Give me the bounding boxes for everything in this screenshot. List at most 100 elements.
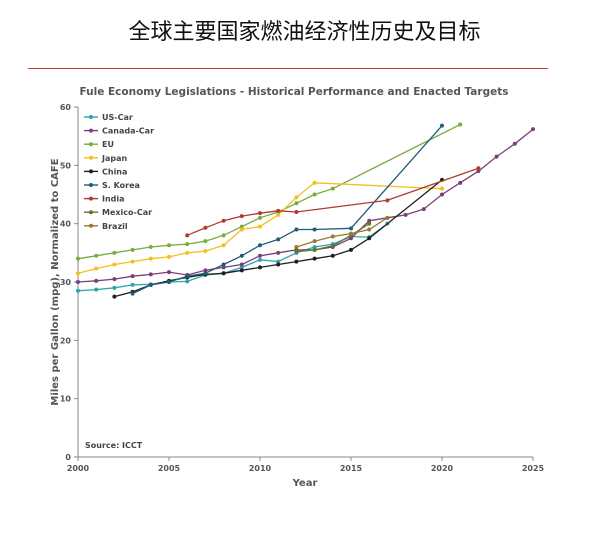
legend-label: India: [102, 195, 125, 204]
data-point: [94, 287, 99, 292]
data-point: [494, 154, 499, 159]
data-point: [512, 141, 517, 146]
chart-title: Fule Economy Legislations - Historical P…: [80, 86, 509, 98]
data-point: [112, 277, 117, 282]
data-point: [258, 243, 262, 248]
data-point: [258, 211, 262, 216]
data-point: [221, 265, 226, 270]
chart-legend: US-Car Canada-Car EU Japan China S. Korea Indi…: [84, 113, 154, 231]
legend-item-mexico-car: Mexico-Car: [84, 208, 152, 217]
data-point: [403, 212, 408, 217]
legend-marker: [89, 142, 93, 147]
y-tick-label: 10: [60, 395, 72, 404]
data-point: [312, 239, 317, 244]
legend-item-us-car: US-Car: [84, 113, 133, 122]
y-axis-label: Miles per Gallon (mpg), Normalized to CA…: [50, 158, 61, 405]
legend-item-india: India: [84, 195, 125, 204]
data-point: [312, 256, 317, 261]
y-tick-label: 50: [60, 161, 72, 170]
data-point: [94, 266, 99, 271]
series-japan: [76, 180, 444, 276]
legend-marker: [89, 196, 93, 201]
chart-axes: 0 10 20 30 40 50 60 2000 2005 2010 2015 2020 2025: [60, 103, 545, 473]
data-point: [385, 198, 390, 203]
data-point: [185, 233, 190, 238]
data-point: [440, 186, 444, 191]
data-point: [130, 291, 135, 296]
series-line-eu: [77, 123, 461, 260]
data-point: [367, 218, 372, 223]
data-point: [385, 215, 390, 220]
series-india: [185, 166, 481, 238]
legend-item-eu: EU: [84, 140, 114, 149]
data-point: [330, 253, 335, 258]
series-line-brazil: [296, 217, 388, 248]
data-point: [367, 221, 372, 226]
data-point: [476, 166, 481, 171]
x-tick-label: 2020: [431, 464, 454, 473]
x-tick-label: 2000: [67, 464, 90, 473]
data-point: [148, 245, 153, 249]
data-point: [294, 195, 299, 200]
series-s-korea: [130, 123, 444, 296]
data-point: [476, 169, 481, 174]
page-title: 全球主要国家燃油经济性历史及目标: [128, 20, 481, 45]
data-point: [258, 253, 262, 258]
series-line-india: [186, 167, 479, 236]
data-point: [203, 271, 208, 276]
x-tick-label: 2010: [249, 464, 272, 473]
data-point: [312, 245, 317, 249]
data-point: [112, 250, 117, 255]
data-point: [221, 262, 226, 267]
y-tick-label: 60: [60, 103, 72, 112]
series-line-us-car: [77, 223, 388, 292]
legend-label: China: [102, 167, 127, 176]
legend-label: EU: [102, 140, 114, 149]
legend-item-canada-car: Canada-Car: [84, 127, 154, 136]
data-point: [458, 122, 463, 127]
legend-marker: [89, 223, 93, 228]
series-us-car: [76, 221, 390, 293]
data-point: [258, 265, 262, 270]
y-tick-label: 20: [60, 336, 72, 345]
legend-label: Canada-Car: [102, 127, 154, 136]
data-point: [349, 236, 353, 241]
data-point: [76, 271, 80, 276]
data-point: [239, 224, 244, 229]
legend-marker: [89, 210, 93, 215]
data-point: [185, 250, 190, 255]
data-point: [112, 285, 117, 290]
legend-marker: [89, 128, 93, 133]
data-point: [185, 274, 190, 279]
legend-label: Japan: [101, 154, 128, 163]
data-point: [76, 280, 80, 284]
series-eu: [76, 122, 463, 261]
data-point: [148, 272, 153, 277]
legend-label: Brazil: [102, 222, 128, 231]
data-point: [203, 225, 208, 230]
data-point: [130, 247, 135, 252]
data-point: [440, 192, 444, 197]
data-point: [148, 282, 153, 287]
data-point: [294, 227, 299, 232]
data-point: [239, 262, 244, 267]
data-point: [221, 271, 226, 276]
data-point: [258, 215, 262, 220]
data-point: [221, 233, 226, 238]
data-point: [330, 234, 335, 239]
data-point: [239, 253, 244, 258]
data-point: [258, 224, 262, 229]
data-point: [239, 265, 244, 270]
y-tick-label: 40: [60, 220, 72, 229]
legend-item-china: China: [84, 167, 127, 176]
legend-item-japan: Japan: [84, 154, 128, 163]
x-axis-label: Year: [292, 478, 318, 489]
data-point: [112, 262, 117, 267]
data-point: [421, 207, 426, 212]
data-point: [276, 262, 281, 267]
data-point: [294, 259, 299, 264]
legend-marker: [89, 183, 93, 187]
data-point: [130, 274, 135, 279]
data-point: [239, 227, 244, 232]
